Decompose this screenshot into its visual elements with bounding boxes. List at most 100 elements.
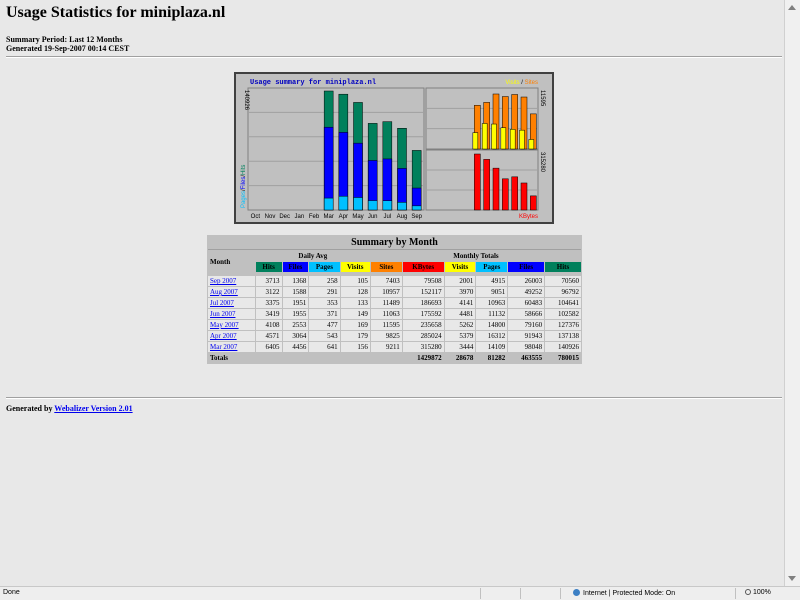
divider-bottom <box>6 397 782 399</box>
left-max-label: 140926 <box>243 90 249 111</box>
month-link[interactable]: Mar 2007 <box>210 343 238 351</box>
cell-sites: 7403 <box>370 276 402 286</box>
cell-d-pages: 258 <box>309 276 340 286</box>
cell-visits: 3444 <box>444 342 476 352</box>
visits-bar <box>491 123 497 150</box>
status-divider <box>520 588 521 599</box>
status-divider <box>480 588 481 599</box>
cell-kbytes: 79508 <box>402 276 444 286</box>
globe-icon <box>573 589 580 596</box>
month-link[interactable]: Aug 2007 <box>210 288 238 296</box>
month-header: Month <box>208 251 255 272</box>
table-row: May 2007 4108 2553 477 169 11595 235658 5262 148… <box>208 320 581 330</box>
month-link[interactable]: Sep 2007 <box>210 277 237 285</box>
cell-pages: 11132 <box>476 309 508 319</box>
cell-d-visits: 105 <box>340 276 370 286</box>
cell-visits: 5262 <box>444 320 476 330</box>
spacer-cell <box>208 273 581 275</box>
col-header-total-visits: Visits <box>444 262 476 272</box>
month-label: Feb <box>309 214 320 220</box>
cell-d-visits: 156 <box>340 342 370 352</box>
month-label: May <box>352 214 363 220</box>
month-link[interactable]: Jul 2007 <box>210 299 234 307</box>
cell-d-hits: 4571 <box>255 331 282 341</box>
graph-canvas: Oct Nov Dec Jan Feb Mar Apr May Jun Jul Aug Sep Usag… <box>241 79 545 220</box>
scroll-down-arrow-icon[interactable] <box>788 576 796 581</box>
right-bottom-max-label: 315280 <box>539 152 545 173</box>
month-link[interactable]: May 2007 <box>210 321 239 329</box>
generated-by: Generated by Webalizer Version 2.01 <box>6 404 133 413</box>
cell-hits: 137138 <box>545 331 581 341</box>
table-row: Jun 2007 3419 1955 371 149 11063 175592 4481 111… <box>208 309 581 319</box>
status-text: Done <box>3 589 20 596</box>
month-label: Mar <box>323 214 333 220</box>
cell-d-files: 2553 <box>282 320 309 330</box>
summary-period: Summary Period: Last 12 Months Generated… <box>6 35 129 53</box>
cell-visits: 4141 <box>444 298 476 308</box>
zoom-control[interactable]: 100% <box>745 589 771 596</box>
cell-files: 58666 <box>508 309 545 319</box>
table-row: Apr 2007 4571 3064 543 179 9825 285024 5379 1631… <box>208 331 581 341</box>
totals-hits: 780015 <box>545 353 581 363</box>
cell-d-files: 4456 <box>282 342 309 352</box>
visits-bar <box>509 129 516 150</box>
cell-kbytes: 175592 <box>402 309 444 319</box>
pages-bar <box>382 200 393 211</box>
month-link[interactable]: Apr 2007 <box>210 332 237 340</box>
legend-hits: Hits <box>241 165 247 175</box>
right-top-max-label: 11595 <box>539 90 545 107</box>
month-link[interactable]: Jun 2007 <box>210 310 236 318</box>
col-header-daily-files: Files <box>282 262 309 272</box>
spacer-row <box>208 273 581 275</box>
month-label: Oct <box>251 214 261 220</box>
right-top-legend: Visits / Sites <box>505 80 538 86</box>
col-header-total-hits: Hits <box>545 262 581 272</box>
month-cell: Sep 2007 <box>208 276 255 286</box>
right-bottom-plot-area <box>425 149 539 211</box>
cell-pages: 14800 <box>476 320 508 330</box>
cell-d-visits: 149 <box>340 309 370 319</box>
cell-d-files: 1588 <box>282 287 309 297</box>
pages-bar <box>323 197 334 211</box>
cell-pages: 4915 <box>476 276 508 286</box>
cell-d-visits: 169 <box>340 320 370 330</box>
column-headers: Hits Files Pages Visits Sites KBytes Visits Pag… <box>208 262 581 272</box>
cell-files: 79160 <box>508 320 545 330</box>
scroll-up-arrow-icon[interactable] <box>788 5 796 10</box>
cell-hits: 127376 <box>545 320 581 330</box>
vertical-scrollbar[interactable] <box>784 0 800 586</box>
monthly-totals-header: Monthly Totals <box>370 251 581 261</box>
cell-visits: 2001 <box>444 276 476 286</box>
status-bar: Done Internet | Protected Mode: On 100% <box>0 586 800 600</box>
page-content: Usage Statistics for miniplaza.nl Summar… <box>6 4 782 413</box>
cell-visits: 4481 <box>444 309 476 319</box>
month-label: Jan <box>294 214 304 220</box>
visits-bar <box>528 139 535 150</box>
cell-sites: 11489 <box>370 298 402 308</box>
usage-summary-graph: Oct Nov Dec Jan Feb Mar Apr May Jun Jul Aug Sep Usag… <box>234 72 554 224</box>
month-cell: Mar 2007 <box>208 342 255 352</box>
col-header-total-pages: Pages <box>476 262 508 272</box>
visits-bar <box>481 123 488 150</box>
col-header-total-sites: Sites <box>370 262 402 272</box>
cell-kbytes: 285024 <box>402 331 444 341</box>
cell-d-pages: 291 <box>309 287 340 297</box>
cell-hits: 70560 <box>545 276 581 286</box>
month-cell: May 2007 <box>208 320 255 330</box>
totals-label: Totals <box>208 353 370 363</box>
summary-period-text: Summary Period: Last 12 Months <box>6 35 123 44</box>
table-row: Mar 2007 6405 4456 641 156 9211 315280 3444 1410… <box>208 342 581 352</box>
totals-files: 463555 <box>508 353 545 363</box>
summary-title: Summary by Month <box>208 236 581 250</box>
col-header-daily-pages: Pages <box>309 262 340 272</box>
cell-d-files: 1368 <box>282 276 309 286</box>
security-zone[interactable]: Internet | Protected Mode: On <box>573 589 675 597</box>
col-header-total-files: Files <box>508 262 545 272</box>
cell-hits: 102582 <box>545 309 581 319</box>
files-bar <box>323 126 334 211</box>
legend-visits: Visits <box>505 80 519 86</box>
webalizer-link[interactable]: Webalizer Version 2.01 <box>54 404 133 413</box>
cell-files: 98048 <box>508 342 545 352</box>
kbytes-legend: KBytes <box>519 214 538 220</box>
month-label: Jun <box>368 214 378 220</box>
